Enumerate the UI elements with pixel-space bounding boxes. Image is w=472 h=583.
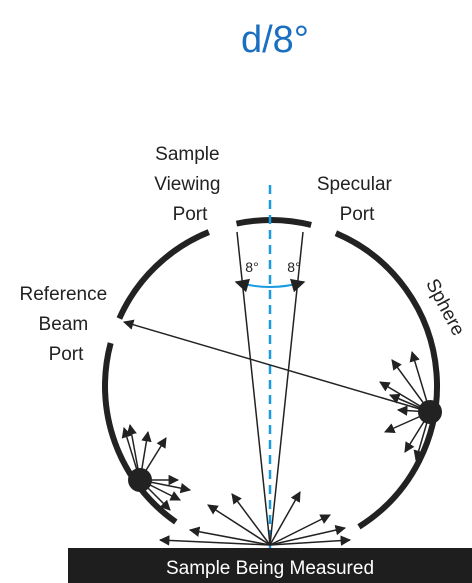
ray xyxy=(269,491,301,546)
sphere-wall xyxy=(102,217,440,530)
ray xyxy=(269,524,347,546)
ray xyxy=(269,514,331,546)
reflection-spot xyxy=(128,468,152,492)
title: d/8° xyxy=(241,19,309,61)
ray xyxy=(122,319,431,413)
ray xyxy=(269,231,304,546)
sample-label: Sample Being Measured xyxy=(166,558,374,579)
angle-label: 8° xyxy=(287,259,300,275)
label-line: Reference xyxy=(20,284,108,305)
label-line: Port xyxy=(173,204,209,225)
sphere-arc xyxy=(102,342,178,525)
rays xyxy=(121,231,431,546)
sample-bar xyxy=(68,548,472,583)
angle-label: 8° xyxy=(245,259,258,275)
ray xyxy=(231,493,271,546)
label-line: Port xyxy=(49,344,85,365)
ray xyxy=(269,535,352,546)
sphere-arc xyxy=(235,217,312,228)
sphere-arc xyxy=(116,229,210,320)
ray xyxy=(236,231,271,546)
label-line: Specular xyxy=(317,174,393,195)
label-line: Viewing xyxy=(154,174,220,195)
label-line: Sample xyxy=(155,144,219,165)
label-line: Port xyxy=(340,204,376,225)
sphere-arc xyxy=(334,230,440,530)
ray xyxy=(188,526,271,546)
sample-viewing-port-label: Sample Viewing Port xyxy=(154,144,225,225)
ray xyxy=(207,504,271,546)
specular-port-label: Specular Port xyxy=(317,174,397,225)
label-line: Beam xyxy=(39,314,89,335)
reference-beam-port-label: Reference Beam Port xyxy=(20,284,113,365)
reflection-spot xyxy=(418,400,442,424)
ray xyxy=(158,535,271,546)
